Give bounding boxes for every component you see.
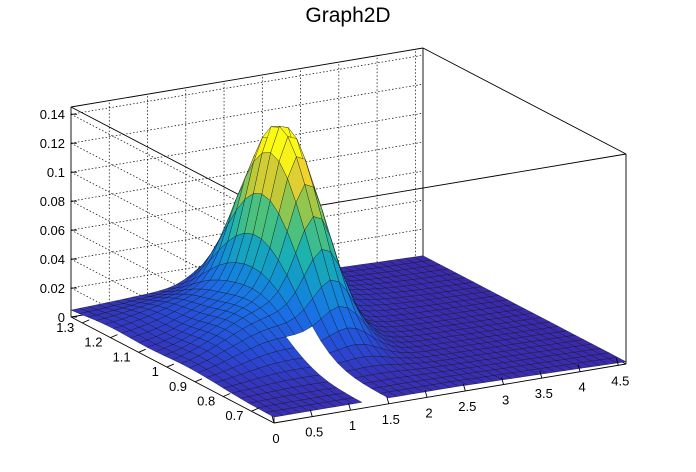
x-tick-label: 4 (578, 380, 585, 395)
x-tick (539, 370, 543, 379)
y-tick-label: 0.7 (225, 408, 243, 423)
frame-edge (273, 153, 627, 214)
z-tick-label: 0.1 (47, 165, 65, 180)
y-tick (223, 393, 231, 397)
frame-edge (273, 363, 627, 424)
x-tick-label: 2 (425, 405, 432, 420)
x-tick-label: 1.5 (382, 412, 400, 427)
z-tick-label: 0.04 (40, 252, 65, 267)
x-tick (271, 415, 275, 424)
y-tick-label: 0.9 (169, 379, 187, 394)
y-tick-label: 1.2 (84, 335, 102, 350)
z-tick-label: 0.06 (40, 223, 65, 238)
x-tick (462, 383, 466, 392)
axes: 0 0.02 0.04 0.06 0.08 0.1 0.12 0.14 0.7 0.8 0.9 1 1.… (40, 107, 630, 446)
frame-edge (70, 316, 275, 424)
x-tick-label: 3 (502, 393, 509, 408)
back-wall-gridline (70, 112, 424, 173)
y-tick (194, 378, 203, 383)
y-tick (82, 319, 90, 324)
x-tick-label: 1 (349, 418, 356, 433)
chart-title: Graph2D (305, 4, 391, 27)
surface-cell (344, 397, 363, 404)
z-tick-label: 0.12 (40, 136, 65, 151)
x-tick (501, 377, 504, 385)
y-tick-label: 0.8 (197, 394, 215, 409)
x-tick-label: 4.5 (611, 373, 629, 388)
frame-edge (70, 47, 424, 108)
y-tick-label: 1 (152, 364, 159, 379)
y-tick-label: 1.1 (113, 349, 131, 364)
z-tick-label: 0.02 (40, 281, 65, 296)
x-tick-label: 0.5 (305, 425, 323, 440)
y-tick (251, 407, 259, 412)
y-tick (138, 348, 146, 353)
x-tick (577, 364, 581, 372)
z-tick-label: 0.08 (40, 194, 65, 209)
back-wall-gridline (70, 54, 424, 115)
x-tick-label: 0 (272, 431, 279, 446)
x-tick-label: 3.5 (535, 386, 553, 401)
frame-edge (422, 47, 627, 155)
x-tick (615, 358, 619, 366)
x-tick-label: 2.5 (458, 399, 476, 414)
y-tick-label: 1.3 (56, 320, 74, 335)
x-tick (348, 403, 351, 411)
x-tick (386, 396, 390, 404)
z-tick-label: 0.14 (40, 107, 65, 122)
surface-mesh (70, 125, 627, 418)
x-tick (309, 409, 313, 417)
z-tick-label: 0 (58, 310, 65, 325)
y-tick (110, 334, 118, 339)
x-tick (424, 390, 428, 398)
y-tick (166, 363, 175, 368)
surface-cell (608, 357, 627, 364)
